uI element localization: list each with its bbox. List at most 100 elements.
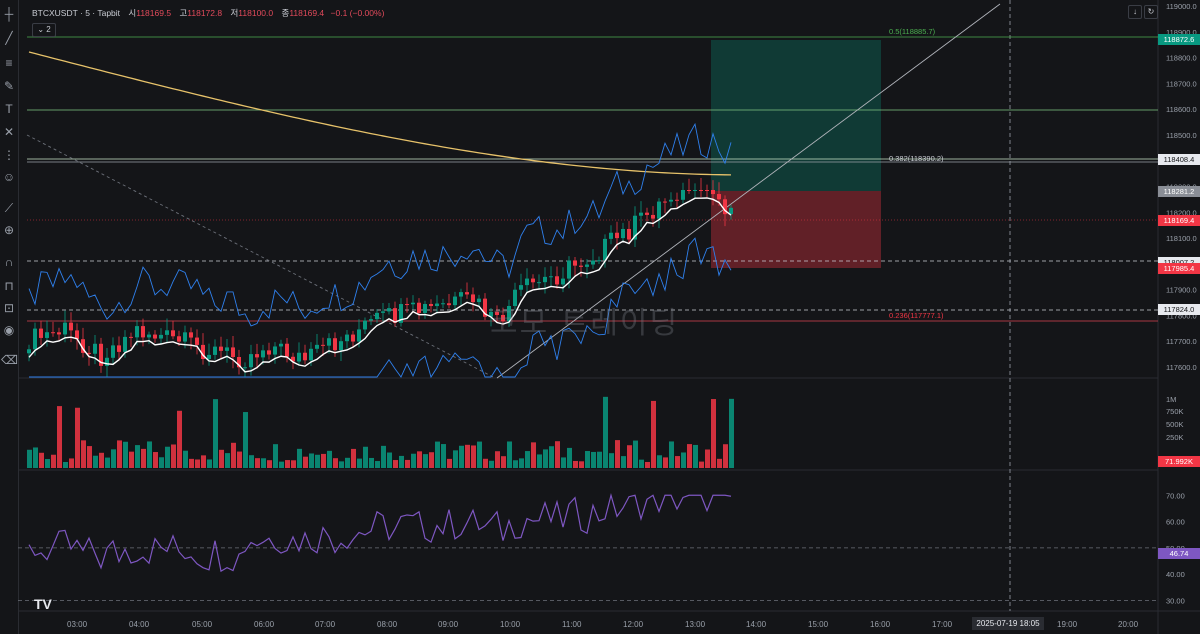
candle <box>93 343 97 354</box>
candle <box>189 332 193 338</box>
volume-bar <box>333 458 338 468</box>
volume-bar <box>39 452 44 468</box>
volume-tick: 500K <box>1166 420 1184 429</box>
arrow-down-icon[interactable]: ↓ <box>1128 5 1142 19</box>
volume-bar <box>111 449 116 468</box>
candle <box>681 190 685 200</box>
trendline-icon[interactable]: ╱ <box>5 31 13 45</box>
candle <box>663 201 667 203</box>
candle <box>627 228 631 240</box>
close-label: 종 <box>281 8 290 18</box>
candle <box>561 278 565 285</box>
indicator-collapse-button[interactable]: ⌄ 2 <box>32 23 56 37</box>
candle <box>339 341 343 351</box>
price-tag: 118872.6 <box>1158 33 1200 45</box>
candle <box>525 278 529 286</box>
volume-bar <box>387 452 392 468</box>
high-label: 고 <box>179 8 188 18</box>
emoji-icon[interactable]: ☺ <box>2 170 16 184</box>
volume-bar <box>81 440 86 468</box>
crosshair-icon[interactable]: ┼ <box>4 7 14 21</box>
volume-bar <box>69 458 74 468</box>
candle <box>297 352 301 362</box>
candle <box>99 343 103 366</box>
volume-bar <box>411 453 416 468</box>
volume-bar <box>225 453 230 468</box>
volume-bar <box>279 461 284 468</box>
candle <box>567 260 571 279</box>
candle <box>285 343 289 357</box>
symbol-legend[interactable]: BTCXUSDT · 5 · Tapbit 시118169.5 고118172.… <box>32 7 384 19</box>
volume-bar <box>261 458 266 468</box>
candle <box>453 296 457 306</box>
volume-bar <box>435 441 440 468</box>
refresh-icon[interactable]: ↻ <box>1144 5 1158 19</box>
candle <box>309 348 313 361</box>
candle <box>705 190 709 191</box>
candle <box>441 303 445 305</box>
volume-bar <box>351 448 356 468</box>
lock-icon[interactable]: ⊓ <box>4 279 14 293</box>
volume-bar <box>423 454 428 468</box>
open-value: 118169.5 <box>136 8 172 18</box>
time-label: 05:00 <box>192 620 213 629</box>
volume-bar <box>249 455 254 468</box>
candle <box>321 344 325 346</box>
volume-bar <box>363 446 368 468</box>
candle <box>603 238 607 261</box>
volume-bar <box>75 407 80 468</box>
text-icon[interactable]: T <box>5 102 13 116</box>
volume-bar <box>717 458 722 468</box>
volume-bar <box>669 441 674 468</box>
volume-bar <box>537 454 542 468</box>
candle <box>411 302 415 305</box>
candle <box>723 199 727 215</box>
candle <box>291 356 295 362</box>
volume-bar <box>171 444 176 468</box>
symbol-name[interactable]: BTCXUSDT · 5 · Tapbit <box>32 8 121 18</box>
long-position-target-zone <box>711 40 881 191</box>
time-label: 16:00 <box>870 620 891 629</box>
candle <box>417 302 421 313</box>
brush-icon[interactable]: ✎ <box>3 79 15 93</box>
candle <box>459 292 463 297</box>
candle <box>165 330 169 335</box>
pattern-icon[interactable]: ✕ <box>3 125 15 139</box>
candle <box>489 311 493 317</box>
horizontal-lines-icon[interactable]: ≡ <box>5 56 13 70</box>
eye-icon[interactable]: ◉ <box>3 323 15 337</box>
volume-bar <box>729 398 734 468</box>
candle <box>393 308 397 323</box>
volume-bar <box>267 460 272 468</box>
candle <box>279 343 283 347</box>
lock-icon-2[interactable]: ⊡ <box>3 301 15 315</box>
measure-icon[interactable]: ⋮ <box>3 148 15 162</box>
volume-bar <box>273 444 278 468</box>
candle <box>483 298 487 317</box>
volume-bar <box>339 461 344 468</box>
ruler-icon[interactable]: ⟋ <box>4 201 14 215</box>
volume-bar <box>321 453 326 468</box>
candle <box>201 344 205 360</box>
volume-bar <box>381 445 386 468</box>
volume-last-tag: 71.992K <box>1158 456 1200 467</box>
rsi-line <box>28 492 732 573</box>
volume-bar <box>195 459 200 468</box>
magnet-icon[interactable]: ∩ <box>4 255 14 269</box>
time-label: 11:00 <box>562 620 582 629</box>
time-label: 14:00 <box>746 620 767 629</box>
volume-bar <box>543 449 548 468</box>
volume-bar <box>441 444 446 468</box>
price-tick: 118200.0 <box>1166 208 1197 217</box>
trash-icon[interactable]: ⌫ <box>1 353 18 367</box>
zoom-icon[interactable]: ⊕ <box>3 223 15 237</box>
fib-label-05: 0.5(118885.7) <box>889 27 936 36</box>
rsi-tick: 70.00 <box>1166 491 1185 500</box>
candle <box>687 190 691 191</box>
low-value: 118100.0 <box>238 8 274 18</box>
rsi-tick: 60.00 <box>1166 518 1185 527</box>
volume-bar <box>207 459 212 468</box>
volume-bar <box>693 444 698 468</box>
candle <box>57 332 61 335</box>
